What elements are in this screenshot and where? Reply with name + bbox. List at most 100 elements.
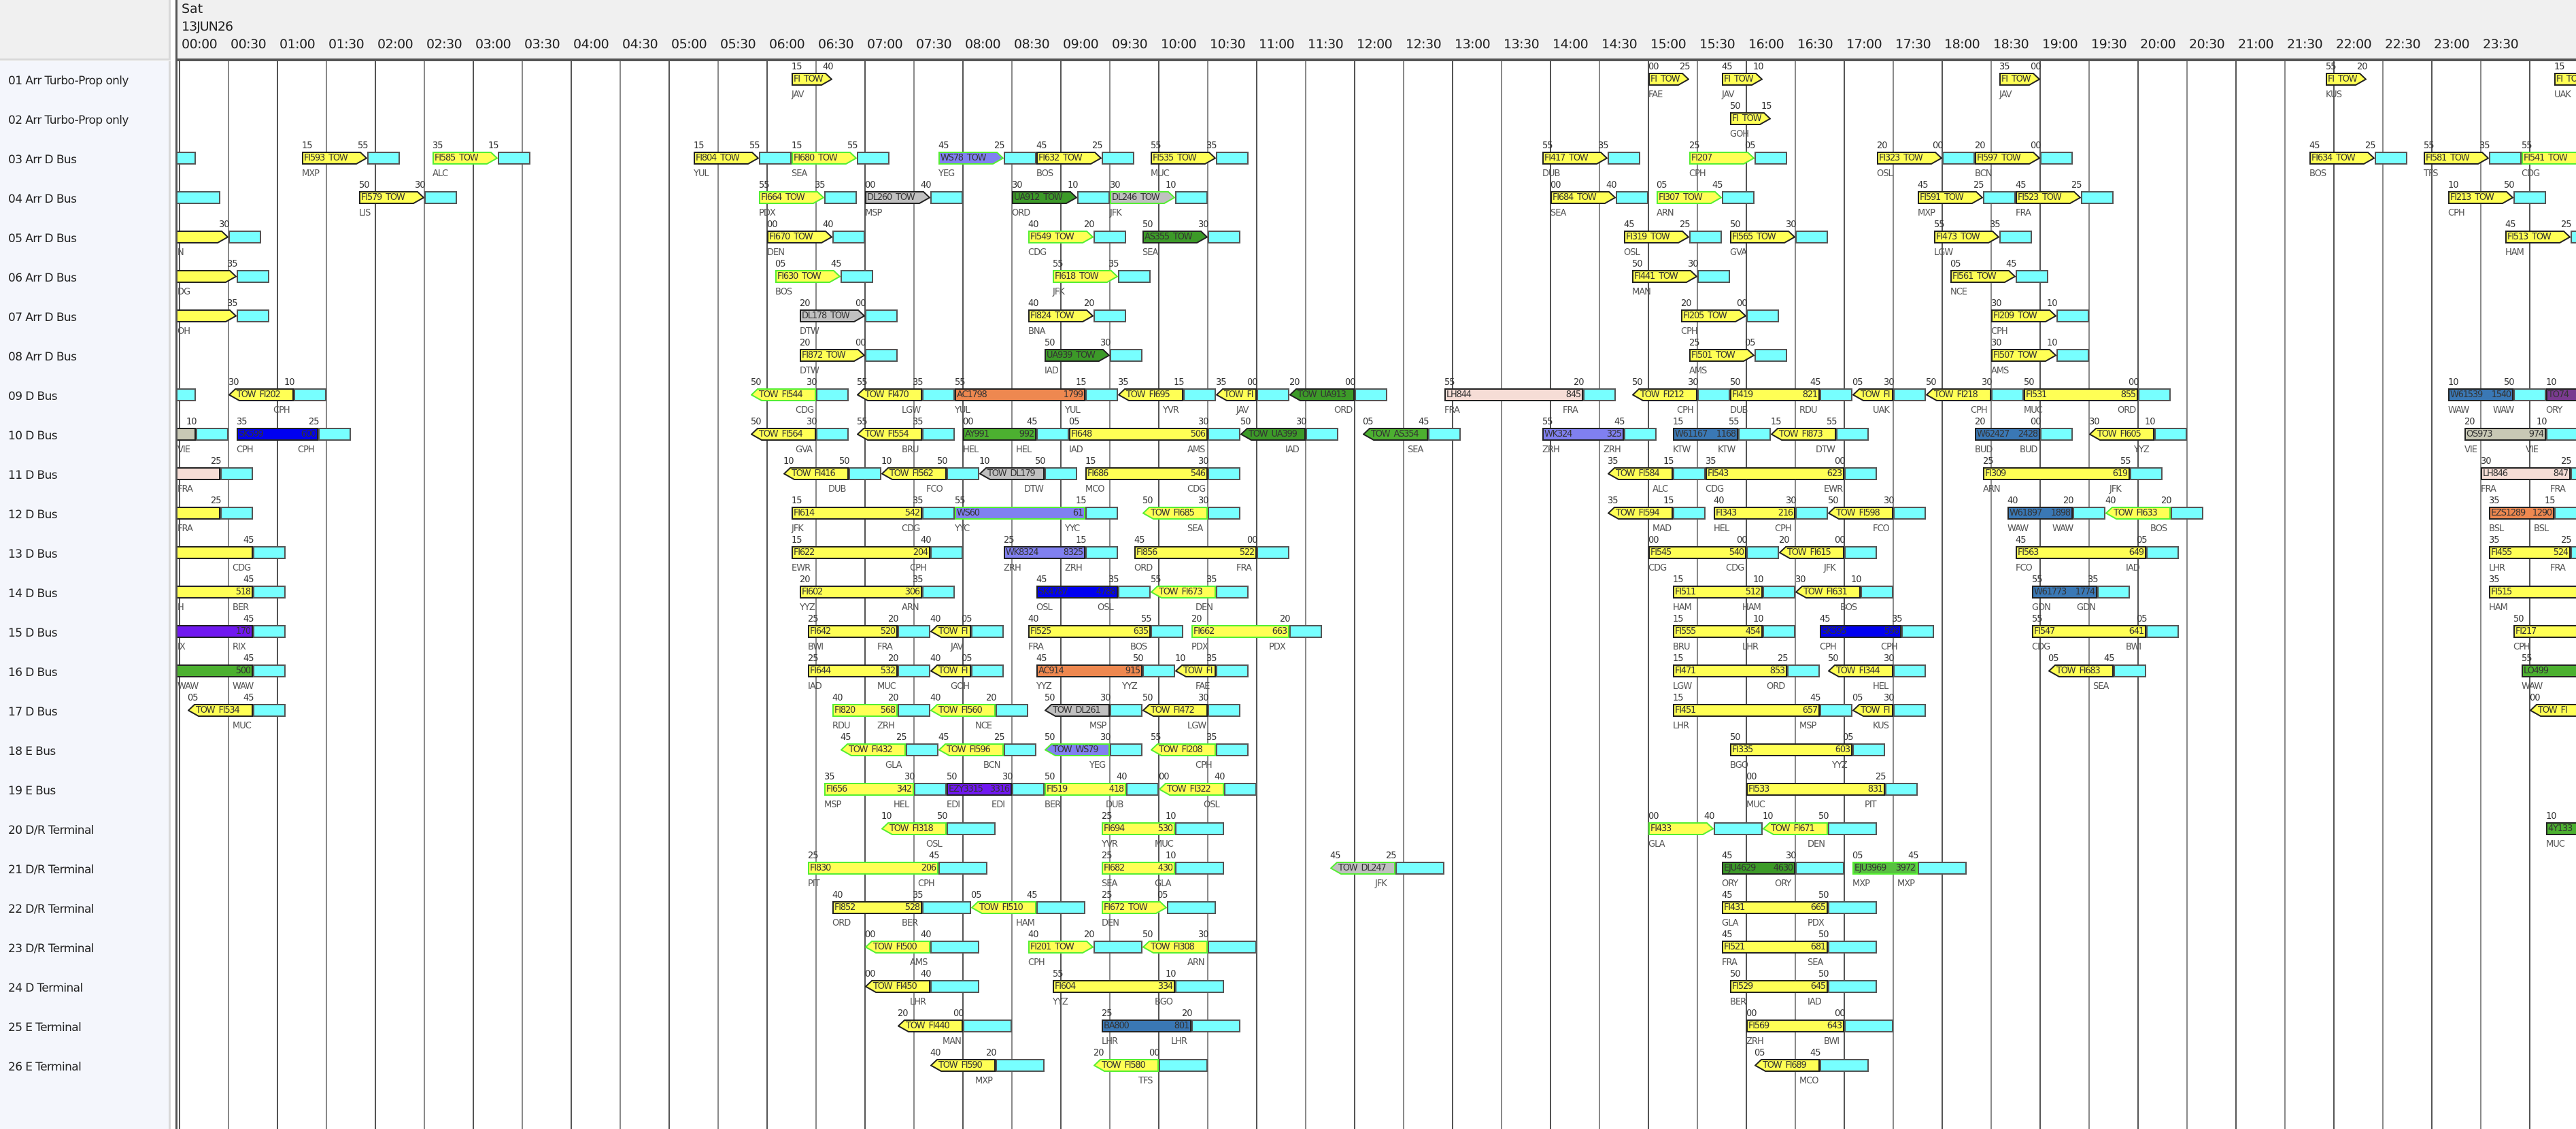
turnaround-bar[interactable]: FI419 821 (1730, 388, 1820, 401)
ground-time-block[interactable] (1836, 428, 1869, 441)
arrival-tow-bar[interactable]: FI201 TOW (1028, 941, 1094, 954)
ground-time-block[interactable] (1216, 664, 1249, 677)
arrival-tow-bar[interactable]: UA912 TOW (1012, 191, 1077, 204)
arrival-tow-bar[interactable]: FI634 TOW (2309, 152, 2375, 165)
departure-tow-bar[interactable]: TOW FI (1216, 388, 1257, 401)
turnaround-bar[interactable]: LH844 845 (1444, 388, 1583, 401)
ground-time-block[interactable] (2571, 546, 2576, 559)
departure-tow-bar[interactable]: TOW FI470 (857, 388, 922, 401)
ground-time-block[interactable] (1763, 625, 1795, 638)
departure-tow-bar[interactable]: TOW FI673 (1151, 586, 1216, 599)
ground-time-block[interactable] (2154, 428, 2187, 441)
stand-row-label[interactable]: 21 D/R Terminal (8, 863, 95, 877)
ground-time-block[interactable] (963, 1020, 1012, 1032)
turnaround-bar[interactable]: W61897 1898 (2007, 507, 2073, 520)
departure-tow-bar[interactable]: TOW UA399 (1240, 428, 1306, 441)
turnaround-bar[interactable]: FI521 681 (1722, 941, 1828, 954)
ground-time-block[interactable] (1077, 191, 1110, 204)
turnaround-bar[interactable]: FI335 603 (1730, 743, 1852, 756)
departure-tow-bar[interactable]: TOW FI212 (1632, 388, 1697, 401)
ground-time-block[interactable] (1844, 467, 1877, 480)
ground-time-block[interactable] (1257, 388, 1289, 401)
arrival-tow-bar[interactable]: FI319 TOW (1624, 231, 1689, 243)
turnaround-bar[interactable]: W61773 1774 (2032, 586, 2097, 599)
ground-time-block[interactable] (898, 704, 930, 717)
turnaround-bar[interactable]: WK324 325 (1542, 428, 1624, 441)
ground-time-block[interactable] (2073, 507, 2105, 520)
ground-time-block[interactable] (237, 309, 269, 322)
stand-row-label[interactable]: 10 D Bus (8, 429, 58, 443)
ground-time-block[interactable] (1738, 428, 1771, 441)
ground-time-block[interactable] (1142, 664, 1175, 677)
departure-tow-bar[interactable]: TOW FI510 (971, 901, 1036, 914)
arrival-tow-bar[interactable]: FI307 TOW (1657, 191, 1722, 204)
turnaround-bar[interactable]: O499500 (177, 664, 253, 677)
turnaround-bar[interactable]: FI820 568 (832, 704, 898, 717)
ground-time-block[interactable] (1608, 152, 1640, 165)
turnaround-bar[interactable]: FI569 643 (1746, 1020, 1844, 1032)
turnaround-bar[interactable]: TO74 (2546, 388, 2576, 401)
departure-tow-bar[interactable]: TOW FI594 (1608, 507, 1673, 520)
ground-time-block[interactable] (1983, 191, 2016, 204)
arrival-tow-bar[interactable]: FI680 TOW (792, 152, 857, 165)
turnaround-bar[interactable]: FI555 454 (1673, 625, 1763, 638)
ground-time-block[interactable] (253, 704, 286, 717)
ground-time-block[interactable] (1102, 152, 1134, 165)
arrival-tow-bar[interactable]: FI632 TOW (1036, 152, 1102, 165)
ground-time-block[interactable] (898, 625, 930, 638)
ground-time-block[interactable] (1583, 388, 1616, 401)
departure-tow-bar[interactable]: TOW FI308 (1142, 941, 1208, 954)
ground-time-block[interactable] (1208, 941, 1257, 954)
ground-time-block[interactable] (1306, 428, 1338, 441)
ground-time-block[interactable] (1942, 152, 1975, 165)
ground-time-block[interactable] (1428, 428, 1461, 441)
departure-tow-bar[interactable]: TOW FI534 (188, 704, 253, 717)
arrival-tow-bar[interactable]: UA939 TOW (1045, 349, 1110, 362)
arrival-tow-bar[interactable]: FI591 TOW (1918, 191, 1983, 204)
ground-time-block[interactable] (1208, 507, 1240, 520)
ground-time-block[interactable] (1167, 901, 1216, 914)
ground-time-block[interactable] (971, 625, 1004, 638)
ground-time-block[interactable] (1216, 743, 1249, 756)
arrival-tow-bar[interactable]: FI872 TOW (800, 349, 865, 362)
departure-tow-bar[interactable]: TOW FI (1852, 388, 1893, 401)
ground-time-block[interactable] (841, 270, 873, 283)
arrival-tow-bar[interactable]: FI513 TOW (2505, 231, 2571, 243)
ground-time-block[interactable] (906, 743, 938, 756)
arrival-tow-bar[interactable]: FI684 TOW (1550, 191, 1616, 204)
departure-tow-bar[interactable]: TOW FI580 (1094, 1059, 1159, 1072)
turnaround-bar[interactable]: FI471 853 (1673, 664, 1787, 677)
ground-time-block[interactable] (971, 664, 1004, 677)
stand-row-label[interactable]: 02 Arr Turbo-Prop only (8, 114, 129, 127)
stand-row-label[interactable]: 09 D Bus (8, 390, 58, 403)
ground-time-block[interactable] (938, 862, 987, 875)
turnaround-bar[interactable]: FI604 334 (1053, 980, 1175, 993)
departure-tow-bar[interactable]: TOW FI208 (1151, 743, 1216, 756)
departure-tow-bar[interactable]: TOW FI596 (938, 743, 1004, 756)
departure-tow-bar[interactable]: TOW FI562 (881, 467, 947, 480)
arrival-tow-bar[interactable]: FI473 TOW (1934, 231, 1999, 243)
stand-row-label[interactable]: 08 Arr D Bus (8, 350, 77, 364)
departure-tow-bar[interactable]: TOW DL261 (1045, 704, 1110, 717)
arrival-tow-bar[interactable]: FI433 (1648, 822, 1714, 835)
turnaround-bar[interactable]: SK4787 4788 (1036, 586, 1118, 599)
arrival-tow-bar[interactable]: FI417 TOW (1542, 152, 1608, 165)
ground-time-block[interactable] (865, 309, 898, 322)
arrival-tow-bar[interactable]: FI323 TOW (1877, 152, 1942, 165)
arrival-tow-bar[interactable]: 1541TOW (177, 270, 237, 283)
ground-time-block[interactable] (1861, 586, 1893, 599)
departure-tow-bar[interactable]: TOW FI (930, 664, 971, 677)
departure-tow-bar[interactable]: TOW DL247 (1330, 862, 1395, 875)
stand-row-label[interactable]: 15 D Bus (8, 626, 58, 640)
turnaround-bar[interactable]: FI431 665 (1722, 901, 1828, 914)
arrival-tow-bar[interactable]: FI585 TOW (433, 152, 498, 165)
ground-time-block[interactable] (2489, 152, 2522, 165)
ground-time-block[interactable] (1624, 428, 1657, 441)
turnaround-bar[interactable]: FI642 520 (808, 625, 898, 638)
departure-tow-bar[interactable]: TOW FI873 (1771, 428, 1836, 441)
turnaround-bar[interactable]: 548 (177, 546, 253, 559)
ground-time-block[interactable] (177, 191, 220, 204)
turnaround-bar[interactable]: FI856 522 (1134, 546, 1257, 559)
arrival-tow-bar[interactable]: FI630 TOW (775, 270, 841, 283)
ground-time-block[interactable] (922, 901, 971, 914)
